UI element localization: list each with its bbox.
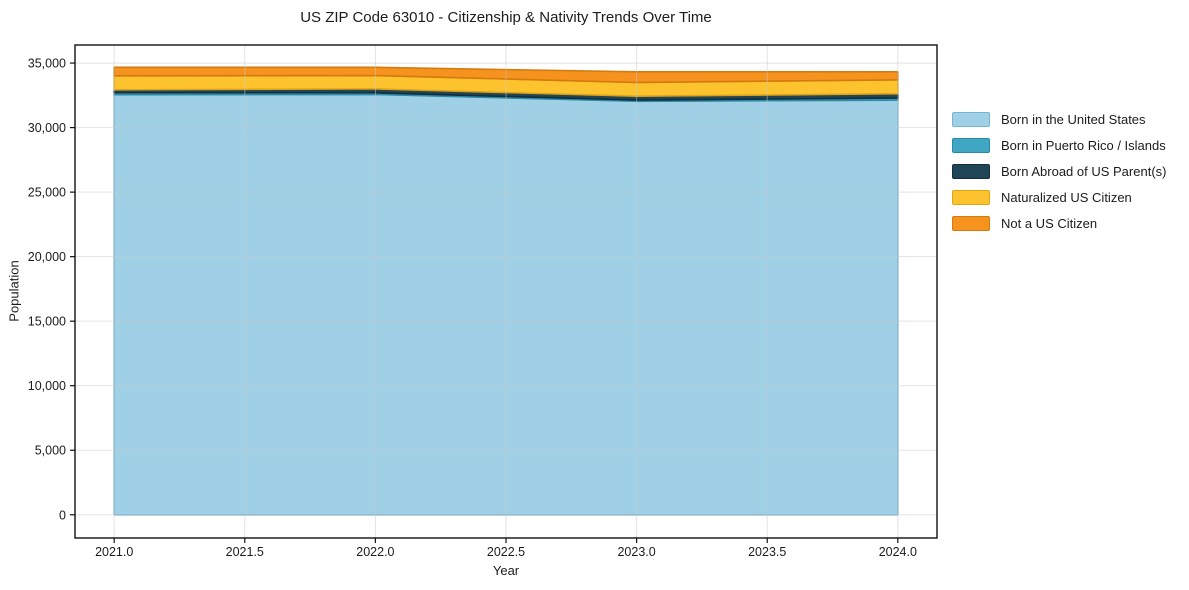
x-tick-label: 2024.0 (879, 545, 917, 559)
legend-label: Born in the United States (1001, 111, 1146, 127)
legend: Born in the United States Born in Puerto … (952, 106, 1166, 236)
y-tick-label: 0 (59, 508, 66, 522)
x-tick-label: 2023.0 (617, 545, 655, 559)
legend-item: Born in the United States (952, 106, 1166, 132)
legend-label: Naturalized US Citizen (1001, 189, 1132, 205)
legend-swatch-icon (952, 215, 990, 231)
legend-swatch-icon (952, 189, 990, 205)
legend-label: Born Abroad of US Parent(s) (1001, 163, 1167, 179)
x-tick-label: 2023.5 (748, 545, 786, 559)
legend-swatch-icon (952, 163, 990, 179)
x-tick-label: 2022.0 (356, 545, 394, 559)
y-tick-label: 30,000 (28, 121, 66, 135)
x-axis-label: Year (492, 563, 520, 578)
legend-item: Born Abroad of US Parent(s) (952, 158, 1166, 184)
x-tick-label: 2021.0 (95, 545, 133, 559)
chart-title: US ZIP Code 63010 - Citizenship & Nativi… (300, 9, 712, 26)
legend-label: Born in Puerto Rico / Islands (1001, 137, 1166, 153)
y-tick-label: 15,000 (28, 315, 66, 329)
legend-swatch-icon (952, 137, 990, 153)
legend-label: Not a US Citizen (1001, 215, 1098, 231)
legend-item: Born in Puerto Rico / Islands (952, 132, 1166, 158)
legend-item: Not a US Citizen (952, 210, 1166, 236)
y-tick-label: 25,000 (28, 186, 66, 200)
y-tick-label: 20,000 (28, 250, 66, 264)
y-tick-label: 5,000 (35, 444, 66, 458)
legend-swatch-icon (952, 111, 990, 127)
x-tick-label: 2021.5 (226, 545, 264, 559)
y-tick-label: 35,000 (28, 57, 66, 71)
y-tick-label: 10,000 (28, 379, 66, 393)
legend-item: Naturalized US Citizen (952, 184, 1166, 210)
x-tick-label: 2022.5 (487, 545, 525, 559)
